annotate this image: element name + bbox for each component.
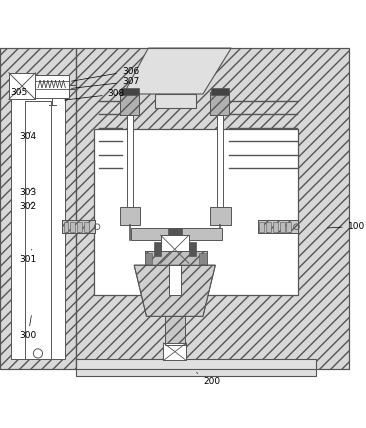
Bar [77, 222, 82, 232]
Polygon shape [124, 48, 231, 94]
Bar [161, 235, 189, 263]
Text: 304: 304 [19, 132, 37, 141]
Bar [76, 48, 350, 369]
Bar [210, 92, 229, 115]
Bar [210, 92, 229, 115]
Bar [0, 48, 76, 369]
Bar [145, 251, 206, 265]
Bar [62, 220, 95, 233]
Bar [9, 73, 35, 99]
Text: 200: 200 [197, 372, 220, 386]
Bar [11, 80, 65, 359]
Bar [164, 343, 186, 360]
Bar [76, 48, 350, 369]
Text: 307: 307 [72, 77, 139, 88]
Text: 305: 305 [11, 88, 28, 97]
Bar [210, 207, 231, 225]
Bar [273, 222, 278, 232]
Bar [266, 222, 271, 232]
Bar [155, 94, 196, 108]
Text: 100: 100 [328, 222, 365, 231]
Bar [94, 129, 298, 295]
Bar [154, 242, 161, 256]
Bar [121, 88, 139, 95]
Bar [70, 222, 75, 232]
Bar [120, 207, 141, 225]
Bar [211, 88, 229, 95]
Bar [120, 92, 139, 115]
Bar [258, 220, 298, 233]
Bar [217, 115, 224, 225]
Bar [145, 251, 206, 265]
Bar [165, 316, 184, 345]
Bar [259, 222, 264, 232]
Bar [0, 48, 76, 369]
Bar [258, 220, 298, 233]
Bar [62, 220, 95, 233]
Bar [280, 222, 284, 232]
Polygon shape [134, 265, 215, 316]
Bar [199, 253, 206, 264]
Bar [145, 253, 152, 264]
Bar [76, 359, 316, 376]
Bar [35, 74, 69, 98]
Bar [286, 222, 291, 232]
Bar [84, 222, 89, 232]
Bar [64, 222, 68, 232]
Text: 306: 306 [72, 66, 139, 81]
Text: 300: 300 [19, 315, 37, 340]
Text: 308: 308 [64, 89, 125, 100]
Bar [120, 92, 139, 115]
Bar [165, 316, 184, 345]
Bar [25, 101, 51, 359]
Bar [169, 253, 181, 295]
Bar [131, 228, 223, 241]
Text: 301: 301 [19, 249, 37, 265]
Text: 303: 303 [19, 188, 37, 197]
Bar [127, 115, 134, 225]
Bar [189, 242, 196, 256]
Bar [168, 228, 182, 235]
Text: 302: 302 [19, 202, 37, 211]
